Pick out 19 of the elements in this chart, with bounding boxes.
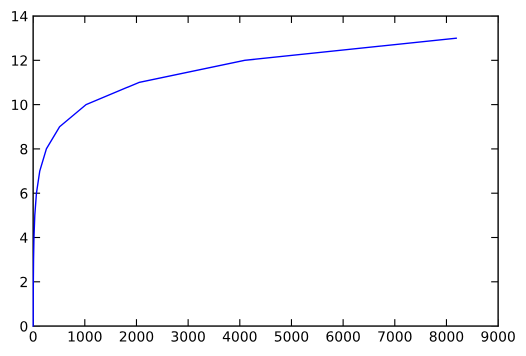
x-tick-label: 3000 xyxy=(172,331,205,342)
x-tick-label: 5000 xyxy=(274,331,308,342)
y-tick-label: 6 xyxy=(20,188,28,199)
x-tick-label: 0 xyxy=(30,331,37,342)
x-tick-label: 7000 xyxy=(378,331,412,342)
x-tick-label: 9000 xyxy=(481,331,515,342)
x-tick-label: 6000 xyxy=(326,331,360,342)
y-tick-label: 0 xyxy=(20,321,28,332)
y-tick-label: 10 xyxy=(12,100,28,110)
x-tick-label: 2000 xyxy=(120,331,154,342)
y-tick-label: 4 xyxy=(20,232,28,243)
y-tick-label: 2 xyxy=(20,276,27,288)
x-tick-label: 1000 xyxy=(68,331,102,342)
x-tick-label: 8000 xyxy=(430,331,464,342)
y-tick-label: 12 xyxy=(12,55,27,66)
line-series xyxy=(32,37,458,327)
y-tick-label: 8 xyxy=(20,144,28,154)
y-tick-label: 14 xyxy=(12,11,28,22)
x-tick-label: 4000 xyxy=(222,331,257,342)
